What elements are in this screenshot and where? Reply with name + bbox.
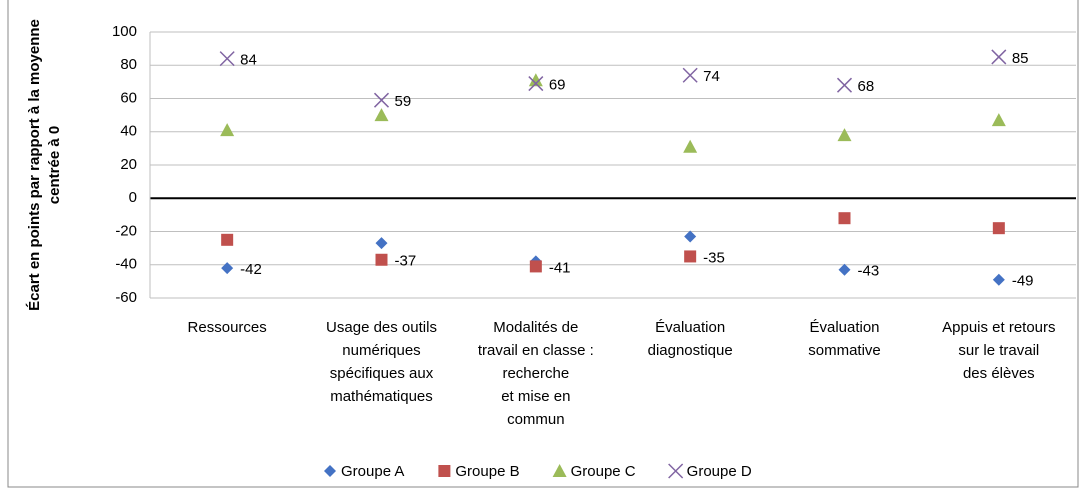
- point: [837, 128, 852, 142]
- legend-marker: [668, 463, 684, 479]
- point: [219, 51, 235, 67]
- point: [373, 92, 390, 108]
- legend-label: Groupe B: [455, 463, 519, 480]
- point: [220, 123, 235, 137]
- y-tick-label: 60: [120, 89, 137, 106]
- x-tick-label: Modalités de travail en classe : recherc…: [477, 319, 594, 428]
- y-tick-label: 80: [120, 56, 137, 73]
- point: [528, 76, 544, 92]
- y-tick-label: 20: [120, 156, 137, 173]
- legend-label: Groupe D: [687, 463, 752, 480]
- y-tick-label: -60: [115, 289, 137, 306]
- x-tick-label: Évaluation diagnostique: [647, 319, 733, 359]
- legend-label: Groupe C: [571, 463, 636, 480]
- data-label: 84: [240, 52, 257, 69]
- point: [529, 260, 542, 273]
- data-label: -49: [1012, 273, 1034, 290]
- point: [836, 77, 853, 93]
- data-label: -35: [703, 249, 725, 266]
- data-label: -37: [395, 253, 417, 270]
- point: [374, 108, 389, 122]
- x-tick-label: Usage des outils numériques spécifiques …: [326, 319, 437, 405]
- point: [375, 253, 388, 266]
- y-tick-label: 100: [112, 23, 137, 40]
- point: [221, 233, 234, 246]
- point: [991, 49, 1007, 65]
- data-label: 74: [703, 68, 720, 85]
- point: [838, 263, 851, 276]
- legend-marker: [324, 465, 336, 477]
- data-label: 59: [395, 93, 412, 110]
- data-label: 85: [1012, 50, 1029, 67]
- x-tick-label: Évaluation sommative: [808, 319, 881, 359]
- data-label: 69: [549, 77, 566, 94]
- point: [683, 139, 698, 153]
- x-tick-label: Appuis et retours sur le travail des élè…: [942, 319, 1056, 382]
- legend-marker: [552, 464, 567, 477]
- data-label: -42: [240, 261, 262, 278]
- point: [991, 113, 1006, 127]
- point: [221, 262, 234, 275]
- data-label: 68: [858, 78, 875, 95]
- y-tick-label: 40: [120, 123, 137, 140]
- y-tick-label: 0: [129, 189, 137, 206]
- chart-border: [7, 0, 1079, 488]
- y-tick-label: -20: [115, 222, 137, 239]
- legend-marker: [438, 465, 451, 477]
- point: [992, 273, 1005, 286]
- point: [375, 237, 388, 250]
- y-tick-label: -40: [115, 256, 137, 273]
- point: [838, 212, 851, 225]
- x-tick-label: Ressources: [187, 319, 267, 336]
- point: [528, 73, 543, 87]
- data-label: -43: [858, 263, 880, 280]
- data-label: -41: [549, 259, 571, 276]
- point: [684, 250, 697, 263]
- legend-label: Groupe A: [341, 463, 404, 480]
- point: [684, 230, 697, 243]
- point: [992, 222, 1005, 235]
- y-axis-title: Écart en points par rapport à la moyenne…: [26, 19, 63, 311]
- point: [682, 67, 698, 83]
